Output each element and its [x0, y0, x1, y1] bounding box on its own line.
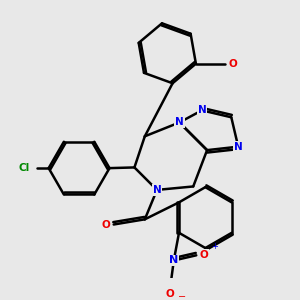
Text: N: N: [197, 105, 206, 116]
Text: O: O: [102, 220, 110, 230]
Text: O: O: [166, 289, 175, 299]
Text: −: −: [178, 292, 186, 300]
Text: O: O: [229, 59, 237, 69]
Text: +: +: [211, 242, 218, 251]
Text: N: N: [169, 256, 178, 266]
Text: N: N: [152, 185, 161, 195]
Text: N: N: [234, 142, 243, 152]
Text: Cl: Cl: [18, 163, 29, 173]
Text: N: N: [175, 118, 184, 128]
Text: O: O: [200, 250, 208, 260]
